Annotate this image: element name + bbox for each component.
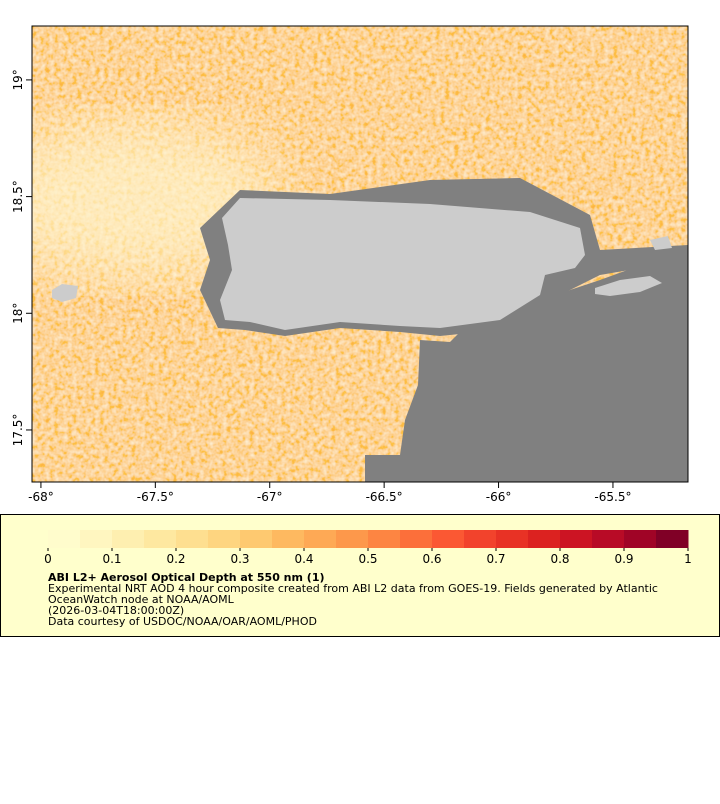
x-tick-label: -67.5° [137,490,174,504]
y-tick-label: 18° [11,303,25,324]
colorbar-swatch [272,530,305,548]
colorbar-tick-label: 0.1 [102,552,121,566]
x-tick-label: -66.5° [366,490,403,504]
colorbar-swatch [144,530,177,548]
colorbar-swatch [368,530,401,548]
x-tick-label: -67° [257,490,283,504]
legend-line: Experimental NRT AOD 4 hour composite cr… [48,582,658,595]
colorbar-swatch [336,530,369,548]
colorbar-tick-label: 0.9 [614,552,633,566]
colorbar-swatch [432,530,465,548]
colorbar-swatch [208,530,241,548]
colorbar-tick-label: 0.6 [422,552,441,566]
x-tick-label: -65.5° [594,490,631,504]
colorbar-swatch [464,530,497,548]
colorbar-tick-label: 1 [684,552,692,566]
legend-line: Data courtesy of USDOC/NOAA/OAR/AOML/PHO… [48,615,317,628]
colorbar-tick-label: 0.8 [550,552,569,566]
colorbar-swatch [112,530,145,548]
colorbar-tick-label: 0.5 [358,552,377,566]
axes: -68° -67.5° -67° -66.5° -66° -65.5° 17.5° 18° 18… [11,69,631,504]
colorbar-swatch [496,530,529,548]
colorbar-swatch [624,530,657,548]
plot-frame [31,25,689,483]
colorbar-swatch [592,530,625,548]
land-vieques [595,276,662,296]
colorbar-swatch [304,530,337,548]
x-tick-label: -66° [486,490,512,504]
legend-title: ABI L2+ Aerosol Optical Depth at 550 nm … [48,571,325,584]
y-tick-label: 18.5° [11,180,25,213]
no-data [365,248,688,482]
legend-line: OceanWatch node at NOAA/AOML [48,593,235,606]
colorbar-swatch [656,530,689,548]
colorbar-swatch [48,530,81,548]
land-mona [52,284,78,302]
y-tick-label: 17.5° [11,414,25,447]
colorbar-swatch [560,530,593,548]
x-tick-label: -68° [28,490,54,504]
colorbar-swatch [80,530,113,548]
colorbar-tick-label: 0.7 [486,552,505,566]
colorbar-tick-label: 0.4 [294,552,313,566]
colorbar-tick-label: 0.3 [230,552,249,566]
colorbar-swatch [176,530,209,548]
colorbar-swatch [240,530,273,548]
colorbar-swatch [400,530,433,548]
y-tick-label: 19° [11,69,25,90]
colorbar-swatch [528,530,561,548]
land-puerto-rico [220,198,585,330]
land-culebra [650,236,672,250]
legend-line: (2026-03-04T18:00:00Z) [48,604,184,617]
colorbar-tick-label: 0 [44,552,52,566]
colorbar: 0 0.1 0.2 0.3 0.4 0.5 0.6 0.7 0.8 0.9 1 [44,530,692,566]
colorbar-tick-label: 0.2 [166,552,185,566]
map-raster [32,26,688,482]
